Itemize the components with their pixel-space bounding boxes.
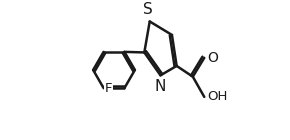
Text: OH: OH (207, 90, 228, 103)
Text: F: F (105, 82, 113, 95)
Text: N: N (154, 79, 166, 94)
Text: S: S (143, 2, 153, 17)
Text: O: O (207, 51, 218, 65)
